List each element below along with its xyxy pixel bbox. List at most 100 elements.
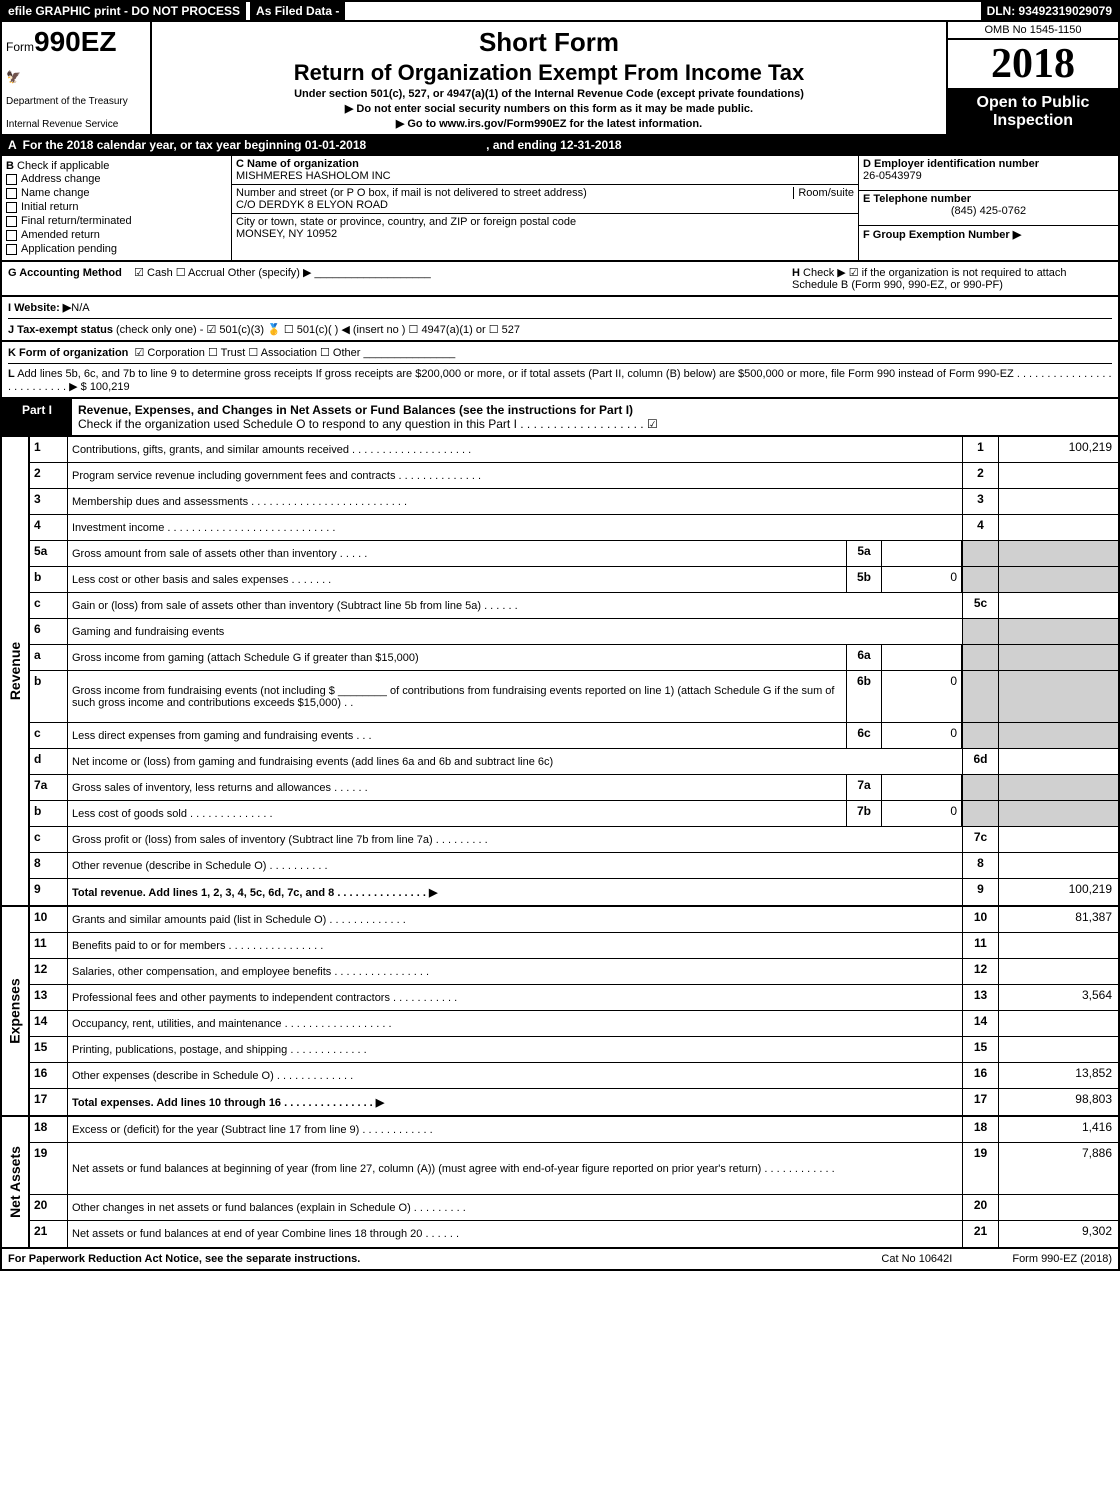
chk-application-pending[interactable]: Application pending: [6, 242, 227, 256]
right-line-value: 1,416: [998, 1117, 1118, 1142]
chk-label: Application pending: [21, 243, 117, 255]
g-label: G Accounting Method: [8, 267, 122, 279]
expenses-sidebar: Expenses: [2, 907, 30, 1115]
col-def: D Employer identification number 26-0543…: [858, 156, 1118, 260]
line-number: 9: [30, 879, 68, 905]
table-row: 14Occupancy, rent, utilities, and mainte…: [30, 1011, 1118, 1037]
expenses-label: Expenses: [7, 978, 23, 1043]
right-line-number: 3: [962, 489, 998, 514]
right-line-number: 5c: [962, 593, 998, 618]
right-line-number: 2: [962, 463, 998, 488]
row-a-text: For the 2018 calendar year, or tax year …: [23, 138, 367, 152]
right-line-number: 10: [962, 907, 998, 932]
addr-label: Number and street (or P O box, if mail i…: [236, 187, 587, 199]
table-row: cGain or (loss) from sale of assets othe…: [30, 593, 1118, 619]
line-number: 6: [30, 619, 68, 644]
inline-box-label: 5a: [846, 541, 882, 566]
table-row: bLess cost or other basis and sales expe…: [30, 567, 1118, 593]
row-a: A For the 2018 calendar year, or tax yea…: [0, 136, 1120, 156]
dept-irs: Internal Revenue Service: [6, 119, 146, 130]
table-row: 10Grants and similar amounts paid (list …: [30, 907, 1118, 933]
ssn-warning: ▶ Do not enter social security numbers o…: [160, 102, 938, 115]
table-row: 9Total revenue. Add lines 1, 2, 3, 4, 5c…: [30, 879, 1118, 905]
chk-address-change[interactable]: Address change: [6, 172, 227, 186]
right-line-value: 100,219: [998, 437, 1118, 462]
form-header: Form990EZ 🦅 Department of the Treasury I…: [0, 22, 1120, 136]
line-number: 7a: [30, 775, 68, 800]
k-label: K Form of organization: [8, 347, 128, 359]
right-line-value: [998, 593, 1118, 618]
top-bar: efile GRAPHIC print - DO NOT PROCESS As …: [0, 0, 1120, 22]
right-line-value: [998, 489, 1118, 514]
line-number: 8: [30, 853, 68, 878]
c-label: C Name of organization: [236, 158, 359, 170]
k-text: ☑ Corporation ☐ Trust ☐ Association ☐ Ot…: [135, 347, 361, 359]
line-description: Contributions, gifts, grants, and simila…: [68, 437, 962, 462]
line-description: Program service revenue including govern…: [68, 463, 962, 488]
line-number: 17: [30, 1089, 68, 1115]
gh-block: G Accounting Method ☑ Cash ☐ Accrual Oth…: [0, 262, 1120, 297]
street-address: C/O DERDYK 8 ELYON ROAD: [236, 199, 854, 211]
revenue-section: Revenue 1Contributions, gifts, grants, a…: [0, 437, 1120, 907]
right-line-value: [998, 959, 1118, 984]
right-line-value: [998, 541, 1118, 566]
city-value: MONSEY, NY 10952: [236, 228, 854, 240]
right-line-number: 4: [962, 515, 998, 540]
chk-final-return[interactable]: Final return/terminated: [6, 214, 227, 228]
line-description: Net assets or fund balances at end of ye…: [68, 1221, 962, 1247]
right-line-value: [998, 801, 1118, 826]
right-line-number: [962, 801, 998, 826]
line-description: Printing, publications, postage, and shi…: [68, 1037, 962, 1062]
inline-box-label: 7a: [846, 775, 882, 800]
line-number: 11: [30, 933, 68, 958]
chk-name-change[interactable]: Name change: [6, 186, 227, 200]
line-number: 19: [30, 1143, 68, 1194]
revenue-label: Revenue: [7, 642, 23, 700]
chk-amended-return[interactable]: Amended return: [6, 228, 227, 242]
line-number: 20: [30, 1195, 68, 1220]
row-a-label: A: [8, 138, 17, 152]
checkbox-icon: [6, 216, 17, 227]
l-label: L: [8, 368, 15, 380]
inline-box-value: 0: [882, 671, 962, 722]
chk-initial-return[interactable]: Initial return: [6, 200, 227, 214]
right-line-value: [998, 749, 1118, 774]
line-number: 10: [30, 907, 68, 932]
line-description: Membership dues and assessments . . . . …: [68, 489, 962, 514]
right-line-number: 20: [962, 1195, 998, 1220]
table-row: 17Total expenses. Add lines 10 through 1…: [30, 1089, 1118, 1115]
line-description: Less direct expenses from gaming and fun…: [68, 723, 846, 748]
right-line-value: [998, 827, 1118, 852]
table-row: 3Membership dues and assessments . . . .…: [30, 489, 1118, 515]
table-row: cLess direct expenses from gaming and fu…: [30, 723, 1118, 749]
tax-year: 2018: [948, 40, 1118, 90]
right-line-number: 19: [962, 1143, 998, 1194]
right-line-number: 16: [962, 1063, 998, 1088]
footer-left: For Paperwork Reduction Act Notice, see …: [8, 1253, 360, 1265]
line-description: Total expenses. Add lines 10 through 16 …: [68, 1089, 962, 1115]
inline-box-label: 6c: [846, 723, 882, 748]
line-number: 18: [30, 1117, 68, 1142]
right-line-value: [998, 1011, 1118, 1036]
line-number: 4: [30, 515, 68, 540]
line-description: Net income or (loss) from gaming and fun…: [68, 749, 962, 774]
right-line-value: [998, 671, 1118, 722]
table-row: cGross profit or (loss) from sales of in…: [30, 827, 1118, 853]
chk-label: Amended return: [21, 229, 100, 241]
line-number: a: [30, 645, 68, 670]
line-description: Professional fees and other payments to …: [68, 985, 962, 1010]
line-description: Excess or (deficit) for the year (Subtra…: [68, 1117, 962, 1142]
under-section: Under section 501(c), 527, or 4947(a)(1)…: [160, 88, 938, 100]
right-line-number: 15: [962, 1037, 998, 1062]
line-number: 3: [30, 489, 68, 514]
expenses-rows: 10Grants and similar amounts paid (list …: [30, 907, 1118, 1115]
netassets-label: Net Assets: [7, 1146, 23, 1218]
right-line-value: [998, 515, 1118, 540]
netassets-sidebar: Net Assets: [2, 1117, 30, 1247]
inline-box-value: [882, 645, 962, 670]
part1-sub: Check if the organization used Schedule …: [78, 417, 658, 431]
netassets-section: Net Assets 18Excess or (deficit) for the…: [0, 1117, 1120, 1249]
right-line-value: 13,852: [998, 1063, 1118, 1088]
line-description: Less cost of goods sold . . . . . . . . …: [68, 801, 846, 826]
line-description: Gross profit or (loss) from sales of inv…: [68, 827, 962, 852]
